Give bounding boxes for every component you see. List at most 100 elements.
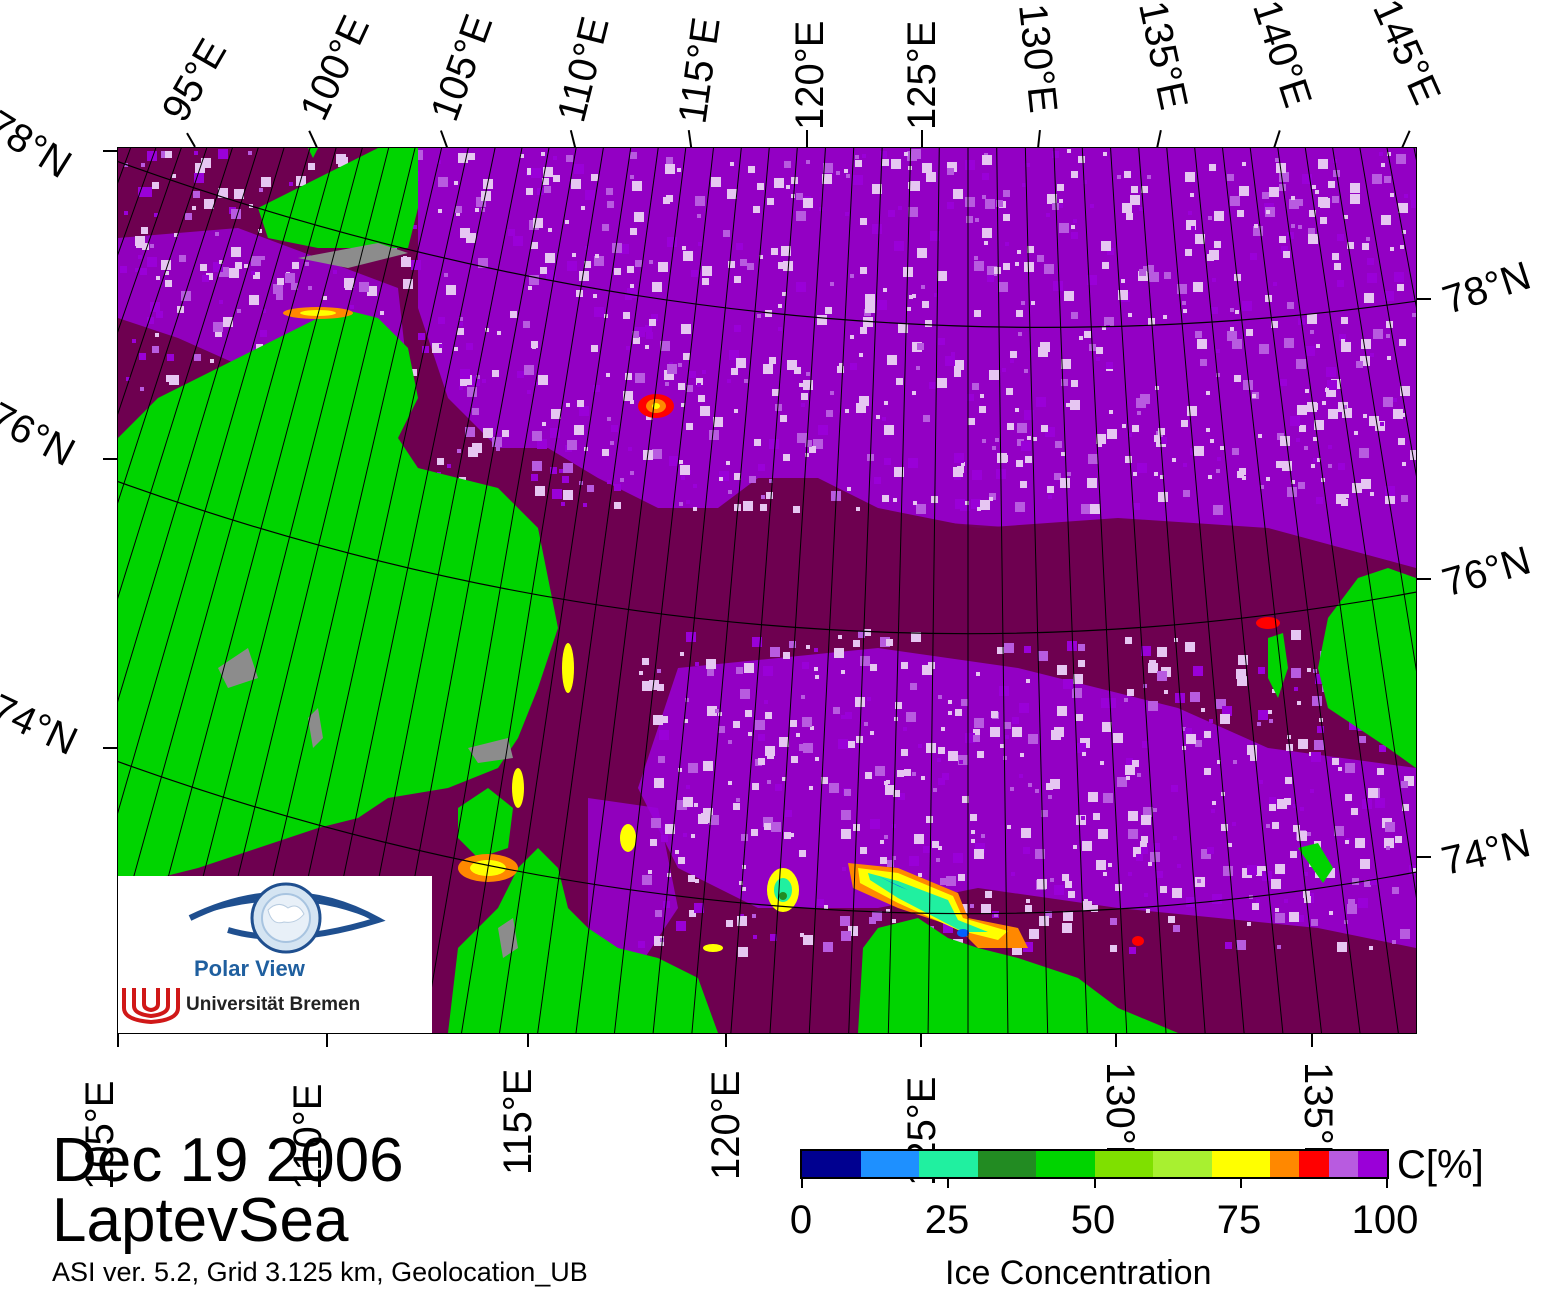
ice-pixel [1157, 647, 1167, 657]
ice-pixel [1017, 423, 1027, 433]
ice-pixel [1061, 379, 1068, 386]
ice-pixel [593, 385, 600, 392]
meridian-line [1166, 148, 1245, 1033]
bottom-label-115e: 115°E [496, 1068, 540, 1175]
ice-pixel [567, 440, 577, 450]
ice-pixel [1328, 409, 1338, 419]
ice-pixel [1064, 291, 1074, 301]
ice-pixel [454, 347, 458, 351]
ice-pixel [1211, 307, 1218, 314]
ice-pixel [1185, 249, 1192, 256]
ice-pixel [758, 464, 765, 471]
ice-pixel [632, 331, 639, 338]
ice-pixel [909, 295, 913, 299]
ice-pixel [858, 631, 865, 638]
ice-pixel [841, 715, 845, 719]
ice-pixel [759, 255, 763, 259]
ice-pixel [465, 427, 475, 437]
ice-pixel [913, 501, 917, 505]
ice-pixel [1216, 349, 1220, 353]
ice-pixel [634, 212, 644, 222]
ice-pixel [734, 325, 741, 332]
ice-pixel [666, 195, 673, 202]
ice-pixel [763, 666, 773, 676]
ice-pixel [482, 379, 486, 383]
ice-pixel [985, 891, 992, 898]
ice-pixel [884, 401, 888, 405]
ice-pixel [1390, 193, 1394, 197]
ice-pixel [801, 695, 805, 699]
ice-pixel [1060, 478, 1070, 488]
ice-pixel [510, 311, 517, 318]
ice-pixel [1314, 420, 1324, 430]
ice-pixel [476, 375, 480, 379]
ice-pixel [1071, 171, 1078, 178]
ice-pixel [544, 186, 551, 193]
ice-pixel [987, 266, 997, 276]
ice-pixel [422, 346, 429, 353]
ice-pixel [1076, 714, 1083, 721]
ice-pixel [938, 338, 945, 345]
ice-pixel [657, 669, 661, 673]
colorbar-tick [947, 1178, 950, 1188]
ice-pixel [877, 300, 887, 310]
ice-pixel [736, 243, 743, 250]
ice-pixel [755, 720, 765, 730]
ice-pixel [1054, 885, 1064, 895]
ice-pixel [251, 271, 255, 275]
ice-pixel [229, 268, 239, 278]
ice-pixel [1194, 446, 1204, 456]
ice-pixel [1269, 797, 1276, 804]
ice-pixel [1005, 242, 1009, 246]
ice-pixel [468, 447, 478, 457]
ice-pixel [1361, 479, 1371, 489]
ice-pixel [454, 181, 458, 185]
meridian-line [652, 148, 742, 1033]
tick-top-135 [1156, 129, 1162, 149]
ice-pixel [955, 709, 962, 716]
ice-pixel [728, 781, 732, 785]
ice-pixel [1385, 494, 1395, 504]
ice-pixel [1153, 808, 1157, 812]
ice-pixel [693, 507, 697, 511]
ice-pixel [845, 212, 849, 216]
ice-pixel [681, 476, 685, 480]
ice-pixel [923, 846, 930, 853]
ice-pixel [642, 658, 649, 665]
ice-pixel [1071, 232, 1078, 239]
ice-pixel [1233, 760, 1237, 764]
ice-pixel [1206, 428, 1210, 432]
ice-pixel [681, 324, 691, 334]
ice-pixel [260, 330, 267, 337]
ice-pixel [914, 834, 924, 844]
ice-pixel [1067, 472, 1071, 476]
ice-pixel [517, 371, 524, 378]
ice-pixel [764, 823, 771, 830]
ice-pixel [766, 367, 770, 371]
ice-pixel [799, 744, 806, 751]
ice-pixel [1364, 880, 1371, 887]
ice-pixel [467, 387, 477, 397]
ice-pixel [706, 659, 716, 669]
ice-pixel [1320, 217, 1327, 224]
meridian-line [1053, 148, 1088, 1033]
ice-pixel [492, 370, 499, 377]
ice-pixel [838, 635, 842, 639]
ice-pixel [971, 839, 975, 843]
ice-pixel [1314, 740, 1324, 750]
ice-pixel [1297, 405, 1307, 415]
ice-pixel [1276, 461, 1283, 468]
ice-pixel [1315, 190, 1319, 194]
ice-pixel [459, 317, 463, 321]
ice-pixel [975, 843, 985, 853]
left-label-78n: 78°N [0, 102, 79, 187]
ice-pixel [1395, 836, 1402, 843]
ice-pixel [1071, 225, 1075, 229]
ice-pixel [814, 667, 818, 671]
ice-pixel [817, 315, 827, 325]
ice-pixel [1048, 795, 1052, 799]
ice-pixel [1350, 183, 1360, 193]
ice-pixel [1059, 204, 1063, 208]
ice-pixel [817, 899, 824, 906]
ice-pixel [778, 327, 782, 331]
